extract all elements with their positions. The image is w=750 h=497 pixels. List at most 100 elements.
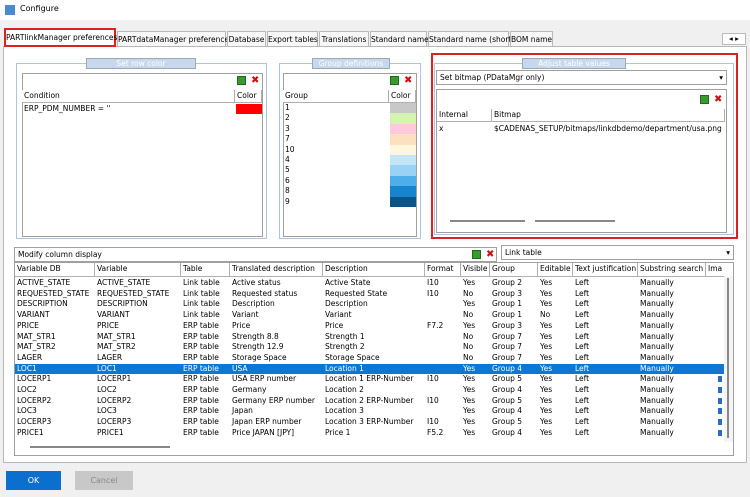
tab[interactable]: Standard name (short) [428,31,514,46]
tab[interactable]: Export tables [267,31,318,46]
scroll-thumb[interactable] [727,278,729,438]
table-row[interactable]: PRICE1 PRICE1 ERP table Price JAPAN [JPY] Pr… [15,428,725,439]
table-cell: Storage Space [232,352,287,362]
table-cell: ERP table [183,320,219,330]
table-cell: No [463,342,474,352]
table-dropdown[interactable]: Link table ▾ [501,245,734,260]
table-cell: Manually [640,374,674,384]
image-icon [718,429,722,436]
table-cell: MAT_STR2 [97,342,136,352]
dialog-button[interactable]: Cancel [75,471,133,490]
vertical-scrollbar[interactable] [724,276,733,442]
table-row[interactable]: LAGER LAGER ERP table Storage Space Storage … [15,353,725,364]
table-cell: No [463,288,474,298]
dropdown-arrow: ▾ [719,73,723,82]
table-cell: Location 3 ERP-Number [325,417,414,427]
table-row[interactable]: LOCERP3 LOCERP3 ERP table Japan ERP number L… [15,417,725,428]
table-cell: LOCERP1 [97,374,132,384]
scrollbar[interactable] [450,220,525,222]
table-row[interactable]: LOCERP1 LOCERP1 ERP table USA ERP number Loc… [15,374,725,385]
dropdown-value: Set bitmap (PDataMgr only) [440,73,545,82]
horizontal-scrollbar[interactable] [30,446,170,448]
table-cell: Active status [232,278,281,287]
tab[interactable]: Standard name [370,31,429,46]
tab[interactable]: Database [227,31,266,46]
table-row[interactable]: DESCRIPTION DESCRIPTION Link table Descript… [15,299,725,310]
table-cell: Yes [463,320,476,330]
tab[interactable]: Translations [319,31,369,46]
tab[interactable]: PARTlinkManager preferences [4,28,117,47]
group-cell: 3 [285,123,290,133]
table-row[interactable]: PRICE PRICE ERP table Price Price F7.2 Yes Grou… [15,321,725,332]
tab[interactable]: BOM name [510,31,553,46]
table-cell: LAGER [17,352,43,362]
color-swatch [390,134,416,145]
table-cell: Manually [640,385,674,394]
image-icon [718,408,722,415]
delete-button[interactable]: ✖ [486,249,495,260]
table-row[interactable]: LOC3 LOC3 ERP table Japan Location 3 Yes Group… [15,406,725,417]
table-row[interactable]: LOC1 LOC1 ERP table USA Location 1 Yes Group 4… [15,363,725,375]
table-cell: Left [575,278,590,287]
add-button[interactable] [472,250,481,259]
table-cell: Manually [640,427,674,437]
add-button[interactable] [700,95,709,104]
table-cell: PRICE [97,320,119,330]
table-cell: Strength 1 [325,331,365,341]
table-cell: LOC3 [17,406,37,416]
table-cell: I10 [427,288,439,298]
table-cell: Yes [540,427,553,437]
column-header: Color [389,90,416,103]
table-cell: DESCRIPTION [97,299,148,309]
table-cell: Germany [232,385,267,394]
table-cell: Active State [325,278,371,287]
highlight-frame [431,53,738,239]
title-bar: Configure [0,0,750,20]
table-row[interactable]: MAT_STR2 MAT_STR2 ERP table Strength 12.9 St… [15,342,725,353]
dialog-button[interactable]: OK [6,471,61,490]
tab[interactable]: PARTdataManager preferences [117,31,233,46]
table-cell: Group 7 [492,331,522,341]
table-cell: Left [575,320,590,330]
table-cell: Group 3 [492,320,522,330]
table-cell: Description [232,299,275,309]
table-cell: x [439,124,444,133]
column-header: Variable [95,263,181,277]
table-cell: ERP table [183,352,219,362]
table-row[interactable]: ACTIVE_STATE ACTIVE_STATE Link table Active… [15,278,725,289]
table-cell: Manually [640,310,674,320]
table-cell: Group 7 [492,342,522,352]
bitmap-table: Internal Bitmap x $CADENAS_SETUP/bitmaps/li… [437,109,726,229]
table-cell: LOC1 [17,363,37,373]
table-cell: Manually [640,278,674,287]
tab-scroll[interactable]: ◂ ▸ [722,33,746,45]
delete-button[interactable]: ✖ [714,94,723,105]
group-cell: 5 [285,165,290,175]
color-swatch [390,175,416,187]
scrollbar[interactable] [535,220,615,222]
table-cell: Yes [540,288,553,298]
table-cell: Link table [183,299,220,309]
table-cell: I10 [427,374,439,384]
delete-button[interactable]: ✖ [404,75,413,86]
table-row[interactable]: LOCERP2 LOCERP2 ERP table Germany ERP numbe… [15,396,725,407]
group-cell: 6 [285,175,290,185]
add-button[interactable] [237,76,246,85]
add-button[interactable] [390,76,399,85]
table-row[interactable]: REQUESTED_STATE REQUESTED_STATE Link table… [15,289,725,300]
mode-dropdown[interactable]: Set bitmap (PDataMgr only) ▾ [436,70,727,85]
table-cell: I10 [427,278,439,287]
color-swatch [390,165,416,176]
table-cell: Yes [463,417,476,427]
table-row[interactable]: MAT_STR1 MAT_STR1 ERP table Strength 8.8 Str… [15,332,725,343]
table-cell: Requested status [232,288,298,298]
table-cell: ERP table [183,331,219,341]
table-row[interactable]: VARIANT VARIANT Link table Variant Variant No… [15,310,725,321]
table-cell: Japan ERP number [232,417,302,427]
table-row[interactable]: LOC2 LOC2 ERP table Germany Location 2 Yes Gro… [15,385,725,396]
table-cell: Link table [183,310,220,320]
table-cell: Yes [463,395,476,405]
column-table: Variable DB Variable Table Translated descr… [14,262,734,456]
delete-button[interactable]: ✖ [251,75,260,86]
color-swatch [390,123,416,135]
